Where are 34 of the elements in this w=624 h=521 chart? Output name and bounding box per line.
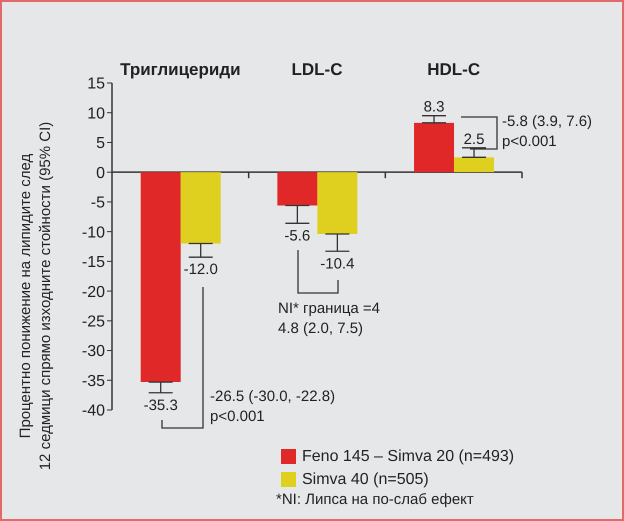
y-axis-title: Процентно понижение на липидите след 12 седмици спрямо изходните стойности (95% CI) <box>17 122 54 470</box>
bar <box>180 172 221 244</box>
annotation: -26.5 (-30.0, -22.8) p<0.001 <box>210 388 336 425</box>
y-tick-label: -40 <box>82 402 106 420</box>
bar <box>140 172 181 382</box>
data-label: 2.5 <box>464 130 484 148</box>
bar <box>277 172 318 206</box>
y-tick-label: -10 <box>82 224 106 242</box>
y-tick-label: 15 <box>87 76 106 93</box>
data-label: -35.3 <box>144 396 178 414</box>
legend-label: Simva 40 (n=505) <box>302 470 429 488</box>
y-tick-label: -35 <box>82 372 106 390</box>
data-label: -12.0 <box>184 261 218 278</box>
x-tick-label: LDL-C <box>292 60 342 79</box>
y-tick-label: 5 <box>96 135 106 152</box>
bar <box>414 122 454 172</box>
y-tick-label: -15 <box>82 254 106 272</box>
y-tick-label: -5 <box>90 194 106 212</box>
bar <box>454 157 494 172</box>
y-tick-label: -30 <box>82 343 106 360</box>
y-tick-label: 0 <box>96 164 106 182</box>
x-tick-label: Триглицериди <box>120 60 241 79</box>
y-tick-label: -25 <box>82 314 106 330</box>
x-tick-label: HDL-C <box>427 60 480 79</box>
data-label: -10.4 <box>320 255 354 272</box>
legend-label: Feno 145 – Simva 20 (n=493) <box>302 448 514 466</box>
y-tick-label: 10 <box>87 105 106 122</box>
data-label: 8.3 <box>424 98 444 116</box>
annotation: -5.8 (3.9, 7.6) p<0.001 <box>502 113 592 150</box>
y-tick-label: -20 <box>82 284 106 301</box>
annotation: NI* граница =4 4.8 (2.0, 7.5) <box>278 300 380 337</box>
text: *NI: Липса на по-слаб ефект <box>276 491 474 508</box>
bar <box>317 172 358 234</box>
data-label: -5.6 <box>284 227 310 244</box>
